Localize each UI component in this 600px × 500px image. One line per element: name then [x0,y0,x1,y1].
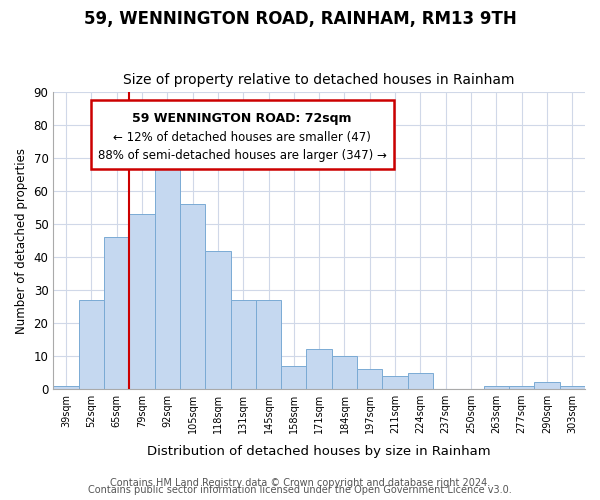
Bar [307,350,332,389]
Bar [53,386,79,389]
Bar [230,300,256,389]
Bar [509,386,535,389]
Bar [104,238,129,389]
FancyBboxPatch shape [91,100,394,170]
Y-axis label: Number of detached properties: Number of detached properties [15,148,28,334]
Text: 88% of semi-detached houses are larger (347) →: 88% of semi-detached houses are larger (… [98,148,386,162]
Bar [155,165,180,389]
Text: ← 12% of detached houses are smaller (47): ← 12% of detached houses are smaller (47… [113,131,371,144]
Bar [180,204,205,389]
Text: 59 WENNINGTON ROAD: 72sqm: 59 WENNINGTON ROAD: 72sqm [132,112,352,124]
Bar [560,386,585,389]
Bar [357,369,382,389]
Bar [408,372,433,389]
Bar [332,356,357,389]
Bar [205,250,230,389]
Bar [382,376,408,389]
Bar [281,366,307,389]
Bar [484,386,509,389]
Bar [129,214,155,389]
Title: Size of property relative to detached houses in Rainham: Size of property relative to detached ho… [124,73,515,87]
Text: Contains public sector information licensed under the Open Government Licence v3: Contains public sector information licen… [88,485,512,495]
Bar [535,382,560,389]
Bar [256,300,281,389]
Text: Contains HM Land Registry data © Crown copyright and database right 2024.: Contains HM Land Registry data © Crown c… [110,478,490,488]
Bar [79,300,104,389]
X-axis label: Distribution of detached houses by size in Rainham: Distribution of detached houses by size … [148,444,491,458]
Text: 59, WENNINGTON ROAD, RAINHAM, RM13 9TH: 59, WENNINGTON ROAD, RAINHAM, RM13 9TH [83,10,517,28]
